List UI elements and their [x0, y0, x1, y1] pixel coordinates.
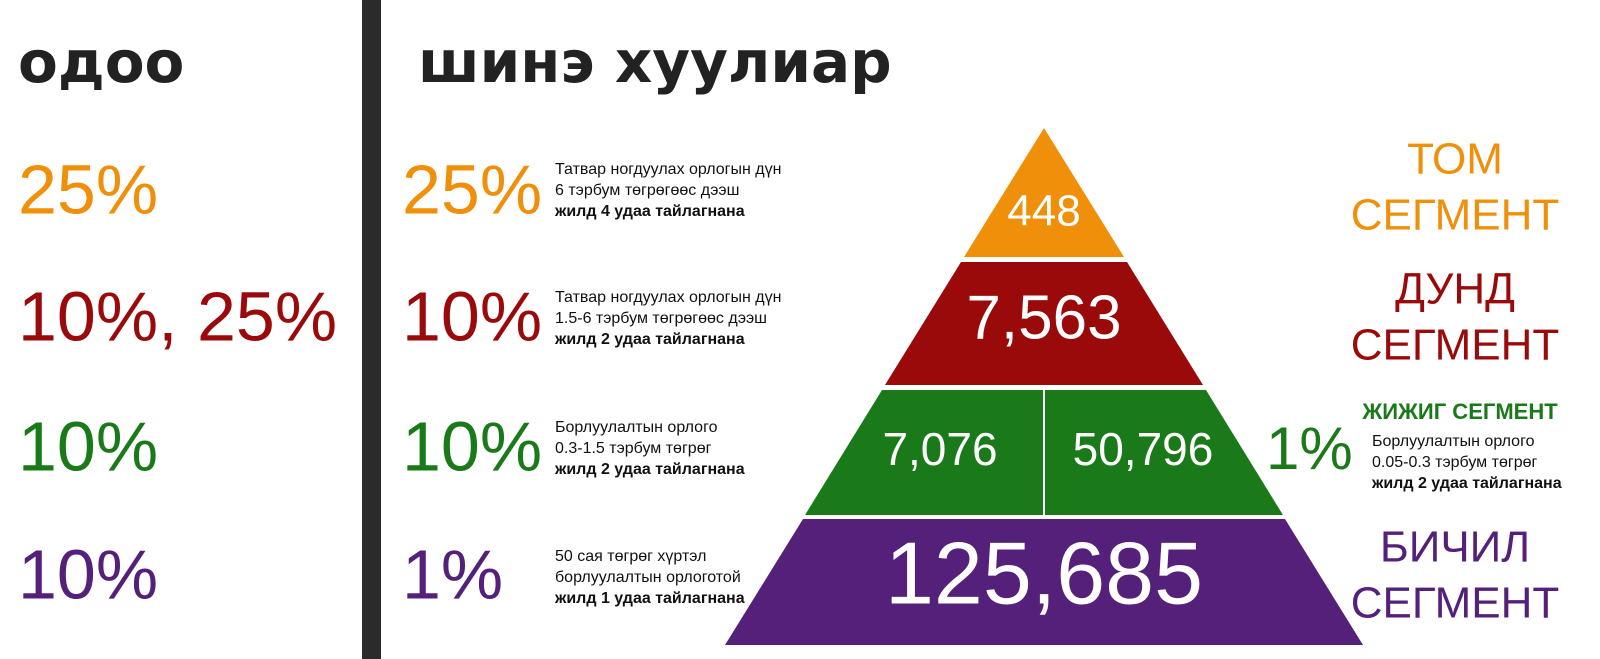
pyramid-top [964, 128, 1124, 257]
tier-line: Татвар ногдуулах орлогын дүн [555, 161, 781, 178]
segment-label: СЕГМЕНТ [1351, 579, 1560, 628]
segment-label: БИЧИЛ [1380, 523, 1530, 572]
current-rate: 10% [18, 535, 158, 613]
tier-line: жилд 2 удаа тайлагнана [554, 461, 745, 478]
new-title: шинэ хуулиар [418, 28, 892, 96]
current-rate: 10% [18, 407, 158, 485]
tier-rate: 10% [402, 277, 542, 355]
segment-label: СЕГМЕНТ [1351, 321, 1560, 370]
tier-rate: 10% [402, 407, 542, 485]
pyramid-count: 7,076 [882, 423, 997, 475]
segment-line: Борлуулалтын орлого [1372, 433, 1535, 450]
segment-label: ДУНД [1395, 265, 1515, 314]
tier-line: Борлуулалтын орлого [555, 419, 718, 436]
current-rate: 25% [18, 150, 158, 228]
segment-rate: 1% [1266, 415, 1353, 482]
tier-line: Татвар ногдуулах орлогын дүн [555, 289, 781, 306]
segment-label: СЕГМЕНТ [1351, 191, 1560, 240]
pyramid-upper [885, 262, 1203, 385]
current-title: одоо [18, 28, 184, 96]
tier-line: 1.5-6 тэрбум төгрөгөөс дээш [555, 310, 767, 327]
pyramid-base [725, 519, 1363, 645]
tier-rate: 25% [402, 150, 542, 228]
segment-label: ТОМ [1407, 135, 1503, 184]
pyramid-count: 7,563 [966, 283, 1121, 352]
tier-line: 6 тэрбум төгрөгөөс дээш [555, 182, 739, 199]
current-rate: 10%, 25% [18, 277, 337, 355]
segment-label: ЖИЖИГ СЕГМЕНТ [1361, 399, 1558, 424]
segment-line: жилд 2 удаа тайлагнана [1371, 475, 1562, 492]
tier-line: 0.3-1.5 тэрбум төгрөг [555, 440, 712, 457]
tier-line: жилд 1 удаа тайлагнана [554, 590, 745, 607]
tier-line: 50 сая төгрөг хүртэл [555, 548, 706, 565]
divider [362, 0, 381, 659]
pyramid-count: 125,685 [885, 523, 1203, 622]
pyramid-count: 448 [1007, 187, 1080, 236]
tier-line: жилд 4 удаа тайлагнана [554, 203, 745, 220]
tier-rate: 1% [402, 535, 503, 613]
segment-line: 0.05-0.3 тэрбум төгрөг [1372, 454, 1537, 471]
pyramid-count: 50,796 [1073, 423, 1214, 475]
tier-line: жилд 2 удаа тайлагнана [554, 331, 745, 348]
tier-line: борлуулалтын орлоготой [555, 569, 741, 586]
